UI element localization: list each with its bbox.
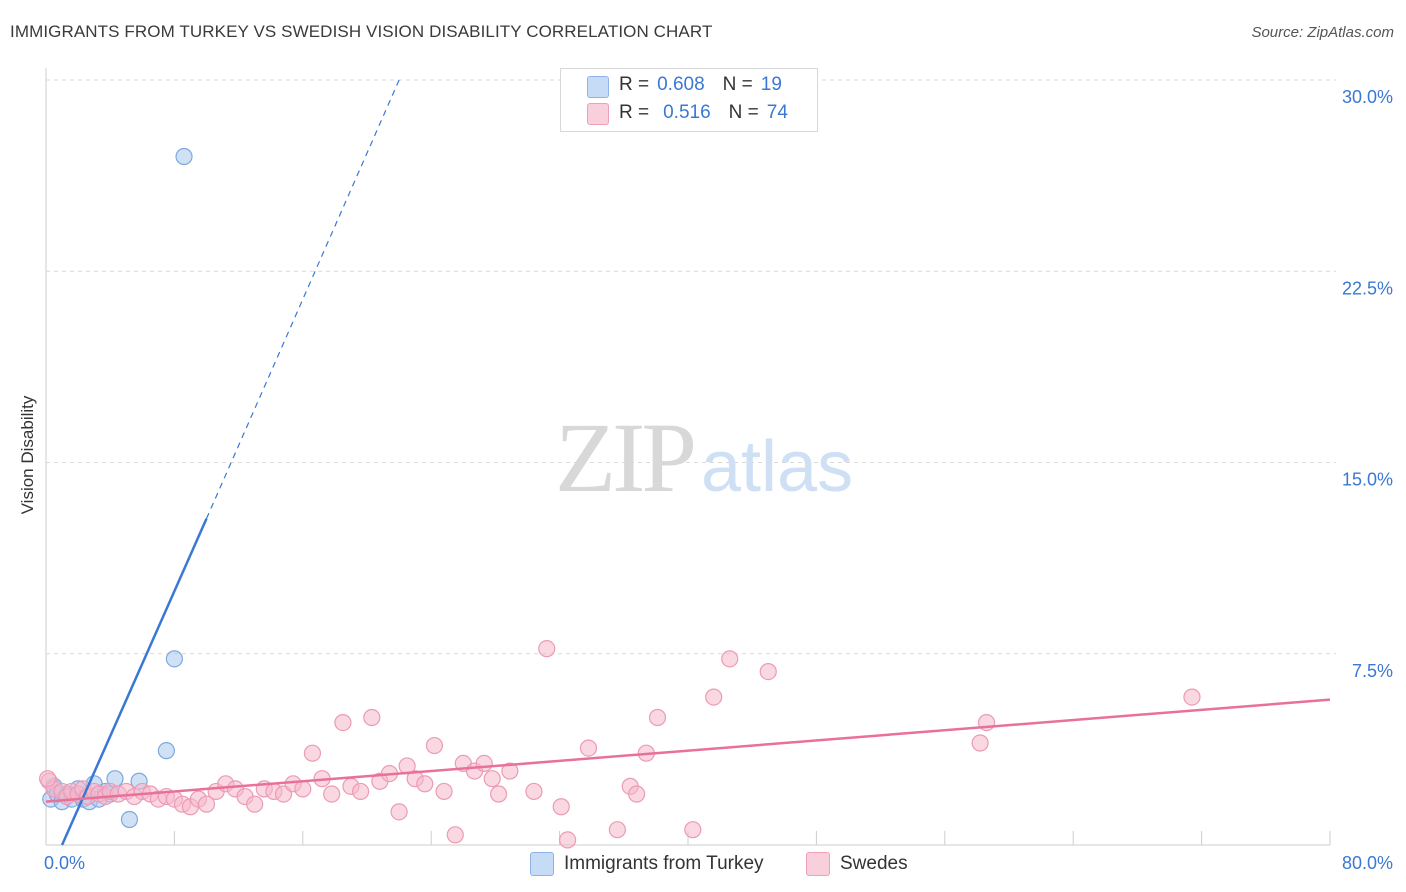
swedes-point — [721, 650, 739, 668]
watermark-atlas: atlas — [701, 427, 854, 507]
swedes-point — [648, 708, 667, 727]
swedes-point — [246, 795, 264, 813]
y-tick-label: 30.0% — [1342, 87, 1393, 107]
swedes-point — [446, 826, 464, 844]
swedes-point — [39, 770, 57, 788]
bottom-legend-label-swedes: Swedes — [840, 853, 908, 874]
chart-title: IMMIGRANTS FROM TURKEY VS SWEDISH VISION… — [10, 22, 713, 41]
watermark: ZIP atlas — [555, 400, 853, 515]
turkey-point — [165, 650, 183, 668]
correlation-legend: R = 0.608 N = 19 R = 0.516 N = 74 — [560, 68, 818, 132]
swedes-point — [197, 795, 216, 813]
legend-n-value: 19 — [760, 74, 782, 95]
bottom-legend-swatch-swedes — [806, 852, 830, 876]
swedes-point — [579, 739, 598, 757]
legend-swatch-turkey — [587, 76, 609, 98]
y-tick-label: 7.5% — [1352, 661, 1393, 681]
swedes-point — [323, 785, 341, 803]
bottom-legend-swatch-turkey — [530, 852, 554, 876]
legend-n-label: N = — [728, 102, 759, 123]
legend-r-label: R = — [619, 74, 650, 95]
swedes-point — [538, 640, 556, 658]
swedes-point — [559, 831, 577, 849]
swedes-point — [705, 688, 723, 706]
bottom-legend-swedes: Swedes — [806, 850, 908, 878]
swedes-point — [608, 821, 626, 839]
legend-swatch-swedes — [587, 103, 609, 125]
swedes-point — [1183, 688, 1201, 706]
y-tick-label: 22.5% — [1342, 278, 1393, 298]
legend-r-value: 0.516 — [663, 102, 711, 123]
swedes-trend-line — [45, 698, 1331, 803]
swedes-point — [759, 662, 777, 681]
swedes-point — [971, 734, 989, 752]
swedes-point — [483, 770, 501, 788]
swedes-point — [684, 821, 702, 839]
bottom-legend-turkey: Immigrants from Turkey — [530, 850, 764, 878]
turkey-point — [120, 810, 139, 829]
x-tick-label: 80.0% — [1342, 853, 1393, 873]
swedes-point — [475, 754, 493, 773]
swedes-point — [303, 744, 322, 762]
swedes-point — [628, 785, 646, 803]
swedes-point — [552, 798, 570, 816]
swedes-point — [390, 803, 408, 821]
y-tick-label: 15.0% — [1342, 470, 1393, 490]
legend-r-label: R = — [619, 102, 650, 123]
legend-n-label: N = — [722, 74, 753, 95]
swedes-point — [334, 713, 352, 732]
swedes-point — [351, 782, 370, 801]
legend-row-turkey: R = 0.608 N = 19 — [619, 72, 782, 98]
source-credit: Source: ZipAtlas.com — [1251, 24, 1394, 41]
swedes-point — [435, 782, 453, 801]
bottom-legend-label-turkey: Immigrants from Turkey — [564, 853, 764, 874]
swedes-point — [490, 785, 508, 803]
legend-r-value: 0.608 — [657, 74, 705, 95]
swedes-point — [363, 708, 381, 727]
swedes-point — [525, 782, 543, 801]
x-tick-label: 0.0% — [44, 853, 85, 873]
swedes-point — [501, 762, 519, 780]
turkey-trend-extension — [205, 79, 400, 519]
swedes-point — [294, 780, 312, 798]
swedes-point — [425, 736, 444, 755]
turkey-point — [175, 147, 193, 166]
turkey-point — [157, 742, 175, 760]
watermark-zip: ZIP — [555, 402, 697, 513]
legend-row-swedes: R = 0.516 N = 74 — [619, 100, 788, 126]
turkey-trend-line — [60, 518, 208, 846]
swedes-point — [416, 775, 434, 793]
legend-n-value: 74 — [766, 102, 788, 123]
